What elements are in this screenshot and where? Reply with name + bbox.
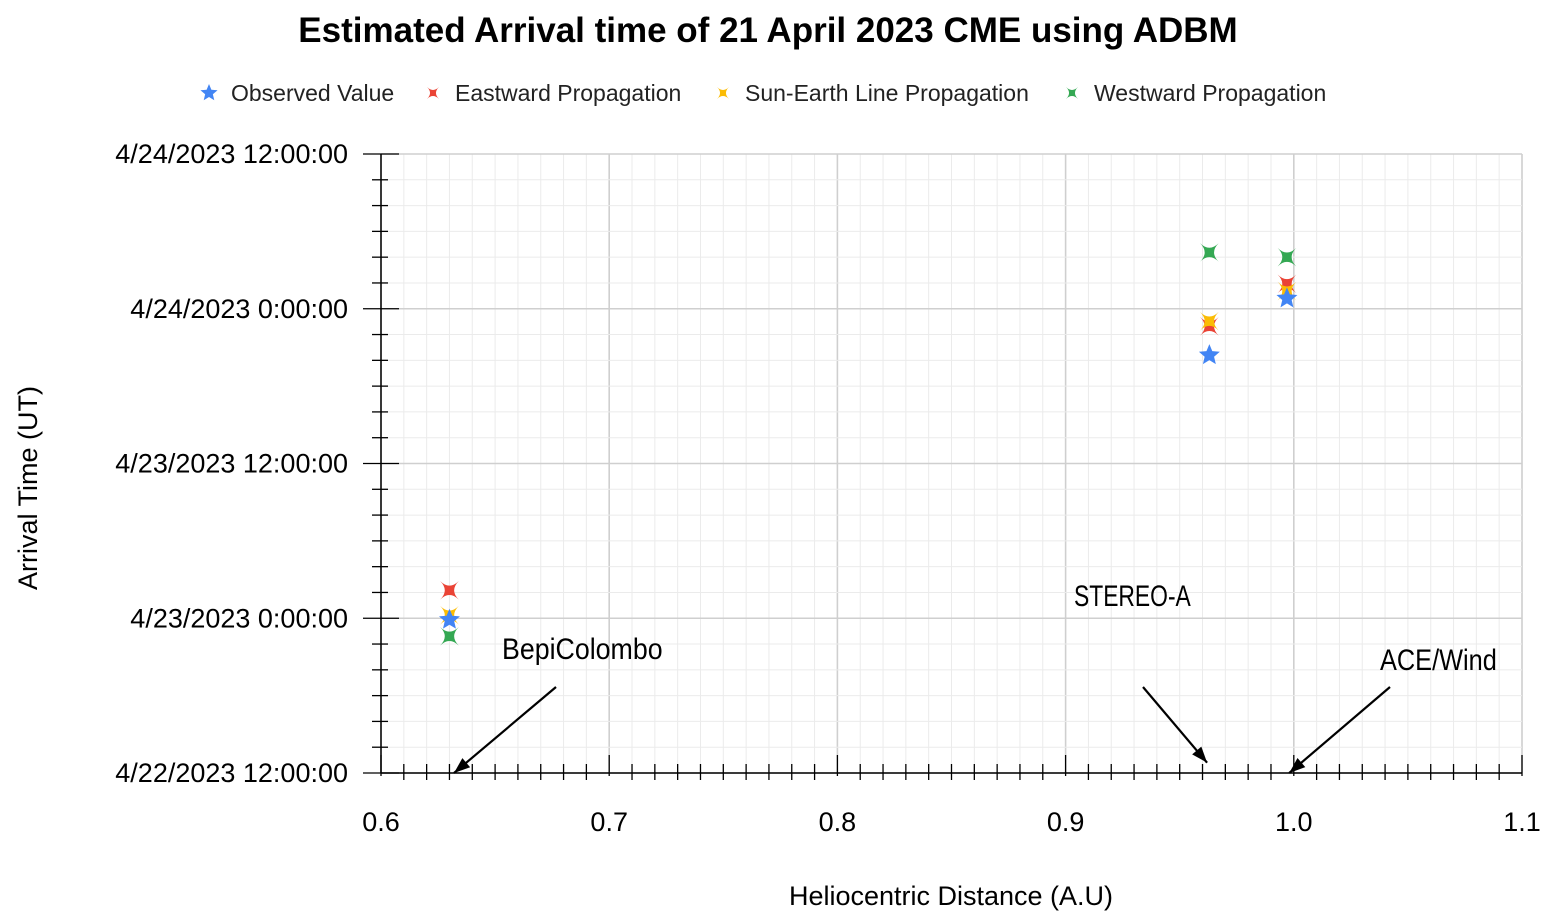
estimate-x-point [1200, 243, 1219, 262]
annotation-arrowhead [454, 758, 471, 773]
chart-title: Estimated Arrival time of 21 April 2023 … [298, 11, 1237, 50]
legend-label: Sun-Earth Line Propagation [745, 80, 1029, 106]
x-tick-label: 0.9 [1047, 807, 1085, 837]
legend-item: Westward Propagation [1066, 80, 1326, 106]
data-points [439, 243, 1298, 646]
annotation-ace-wind: ACE/Wind [1288, 644, 1497, 774]
legend-marker [427, 87, 439, 99]
annotation-label: STEREO-A [1074, 580, 1191, 613]
x-tick-label: 1.1 [1503, 807, 1541, 837]
legend-item: Sun-Earth Line Propagation [717, 80, 1029, 106]
x-axis-label: Heliocentric Distance (A.U) [789, 881, 1113, 911]
legend-marker [1066, 87, 1078, 99]
legend-marker [717, 87, 729, 99]
x-tick-label: 0.8 [819, 807, 857, 837]
y-tick-label: 4/23/2023 0:00:00 [130, 603, 348, 633]
y-tick-label: 4/23/2023 12:00:00 [115, 449, 348, 479]
y-axis-label: Arrival Time (UT) [13, 386, 43, 590]
observed-star-point [1276, 287, 1298, 308]
x-tick-label: 0.7 [590, 807, 628, 837]
legend-item: Eastward Propagation [427, 80, 681, 106]
annotation-stereo-a: STEREO-A [1074, 580, 1208, 764]
annotation-arrowhead [1192, 746, 1208, 763]
annotations: BepiColombo STEREO-A ACE/Wind [453, 580, 1497, 774]
series-eastward-propagation [440, 274, 1297, 600]
estimate-x-point [440, 626, 459, 646]
grid [380, 153, 1523, 774]
observed-star-point [1198, 344, 1220, 365]
legend-label: Eastward Propagation [455, 80, 681, 106]
y-tick-label: 4/24/2023 0:00:00 [130, 294, 348, 324]
legend-label: Westward Propagation [1094, 80, 1326, 106]
x-tick-label: 0.6 [362, 807, 400, 837]
estimate-x-point [1200, 311, 1219, 331]
annotation-bepicolombo: BepiColombo [453, 633, 663, 774]
legend-item: Observed Value [200, 80, 394, 106]
x-tick-label: 1.0 [1275, 807, 1313, 837]
y-tick-label: 4/22/2023 12:00:00 [115, 758, 348, 788]
y-tick-label: 4/24/2023 12:00:00 [115, 139, 348, 169]
estimate-x-point [440, 580, 459, 600]
annotation-arrow-line [1288, 686, 1391, 774]
annotation-label: ACE/Wind [1380, 644, 1497, 677]
estimate-x-point [1277, 247, 1297, 267]
series-westward-propagation [440, 243, 1297, 646]
series-sun-earth-line-propagation [440, 281, 1297, 625]
annotation-arrow-line [1142, 686, 1208, 764]
legend: Observed Value Eastward Propagation Sun-Ea… [200, 80, 1326, 106]
legend-marker [200, 84, 218, 101]
legend-label: Observed Value [231, 80, 394, 106]
series-observed-value [439, 287, 1298, 629]
observed-star-point [439, 608, 460, 629]
annotation-arrow-line [453, 686, 557, 774]
annotation-label: BepiColombo [502, 633, 663, 666]
axes: 0.6 0.7 0.8 0.9 1.0 1.1 4/22/2023 12:00:00 4/23… [115, 139, 1540, 837]
annotation-arrowhead [1289, 758, 1306, 773]
